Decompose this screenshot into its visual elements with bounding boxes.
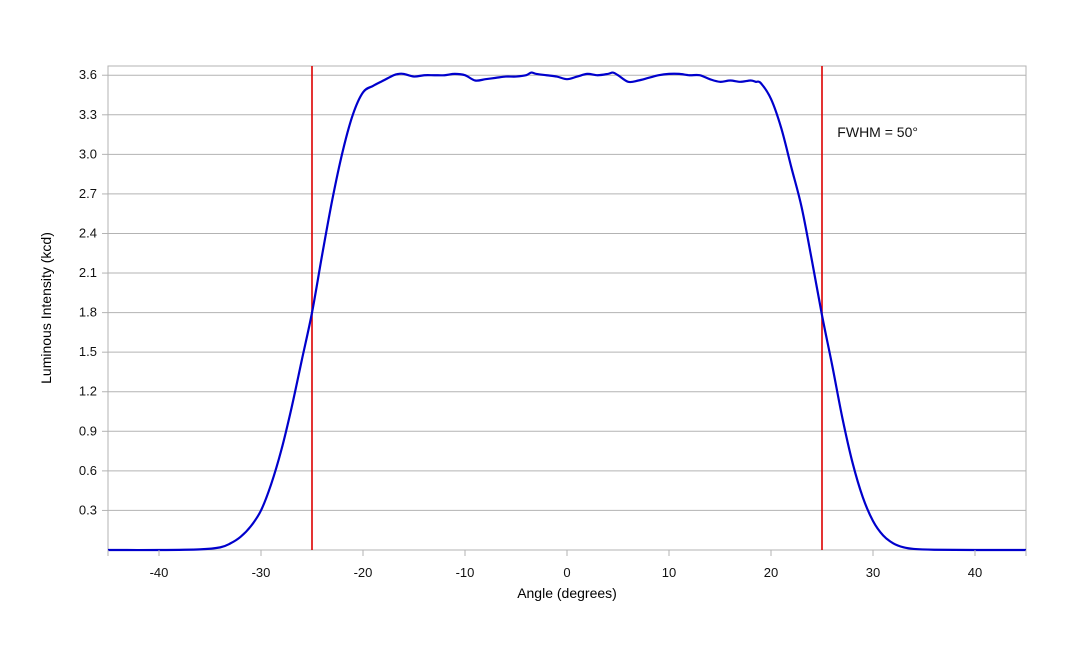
y-tick-label: 1.5	[79, 344, 97, 359]
y-axis-title: Luminous Intensity (kcd)	[38, 232, 54, 384]
y-tick-label: 3.3	[79, 107, 97, 122]
fwhm-marker-lines	[311, 66, 823, 550]
y-tick-label: 0.3	[79, 502, 97, 517]
x-tick-label: -40	[150, 565, 169, 580]
y-tick-label: 3.0	[79, 146, 97, 161]
y-tick-label: 0.9	[79, 423, 97, 438]
x-axis-ticks: -40 -30 -20 -10 0 10 20 30 40	[107, 550, 1027, 580]
y-tick-label: 2.4	[79, 225, 97, 240]
x-tick-label: 0	[563, 565, 570, 580]
y-tick-label: 2.1	[79, 265, 97, 280]
intensity-series-line	[107, 71, 1027, 552]
annotations: FWHM = 50°	[837, 124, 918, 140]
x-tick-label: -20	[354, 565, 373, 580]
x-tick-label: -10	[456, 565, 475, 580]
y-tick-label: 2.7	[79, 186, 97, 201]
y-tick-label: 0.6	[79, 463, 97, 478]
series-lines	[107, 71, 1027, 552]
x-tick-label: 20	[764, 565, 778, 580]
x-tick-label: 40	[968, 565, 982, 580]
y-axis-ticks: 0.3 0.6 0.9 1.2 1.5 1.8 2.1 2.4 2.7 3.0 3.3 3.6	[79, 67, 108, 517]
x-tick-label: 10	[662, 565, 676, 580]
x-tick-label: -30	[252, 565, 271, 580]
y-tick-label: 1.2	[79, 384, 97, 399]
y-tick-label: 3.6	[79, 67, 97, 82]
fwhm-annotation: FWHM = 50°	[837, 124, 918, 140]
x-axis-title: Angle (degrees)	[517, 585, 617, 601]
y-tick-label: 1.8	[79, 305, 97, 320]
gridlines	[108, 74, 1026, 511]
x-tick-label: 30	[866, 565, 880, 580]
